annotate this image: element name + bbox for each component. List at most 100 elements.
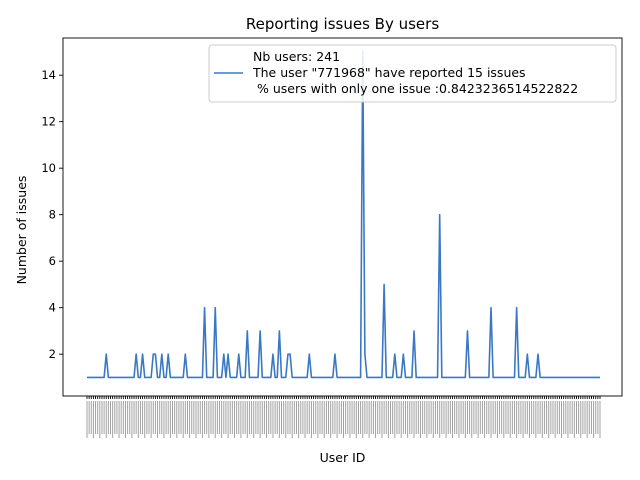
x-tick-label	[201, 401, 203, 438]
x-tick-label	[137, 401, 139, 438]
x-tick-label	[443, 401, 445, 434]
legend-line-top-user: The user "771968" have reported 15 issue…	[252, 65, 526, 80]
x-tick-label	[129, 401, 131, 434]
x-tick-label	[300, 401, 302, 434]
x-tick-label	[88, 401, 90, 434]
x-tick-label	[571, 401, 573, 434]
x-tick-label	[419, 401, 421, 438]
x-tick-label	[368, 401, 370, 438]
x-tick-label	[302, 401, 304, 434]
x-tick-label	[281, 401, 283, 434]
x-tick-label	[283, 401, 285, 434]
x-tick-label	[103, 401, 105, 434]
x-tick-label	[471, 401, 473, 438]
x-tick-label	[112, 401, 114, 438]
x-tick-label	[189, 401, 191, 438]
x-tick-label	[509, 401, 511, 438]
x-axis-label: User ID	[320, 450, 366, 465]
x-tick-label	[554, 401, 556, 438]
x-tick-label	[360, 401, 362, 434]
x-tick-label	[255, 401, 257, 434]
plot-frame	[62, 37, 623, 397]
x-tick-label	[548, 401, 550, 438]
x-tick-label	[240, 401, 242, 438]
x-tick-label	[270, 401, 272, 434]
x-tick-label	[464, 401, 466, 438]
x-tick-label	[417, 401, 419, 434]
x-tick-label	[531, 401, 533, 434]
x-tick-label	[520, 401, 522, 434]
x-tick-label	[475, 401, 477, 434]
x-tick-label	[95, 401, 97, 434]
x-tick-label	[462, 401, 464, 434]
x-tick-label	[124, 401, 126, 438]
x-tick-label	[486, 401, 488, 434]
x-tick-label	[97, 401, 99, 434]
x-tick-label	[306, 401, 308, 434]
x-tick-label	[409, 401, 411, 434]
x-tick-label	[210, 401, 212, 434]
x-tick-label	[227, 401, 229, 438]
x-tick-label	[569, 401, 571, 434]
x-tick-label	[552, 401, 554, 434]
x-tick-label	[289, 401, 291, 434]
y-tick-label: 6	[49, 254, 56, 268]
x-tick-label	[518, 401, 520, 434]
x-tick-label	[400, 401, 402, 438]
x-tick-label	[578, 401, 580, 434]
x-tick-label	[377, 401, 379, 434]
x-tick-label	[167, 401, 169, 434]
x-tick-label	[383, 401, 385, 434]
x-tick-label	[415, 401, 417, 434]
x-tick-label	[212, 401, 214, 434]
y-tick-label: 14	[41, 68, 56, 82]
x-tick-label	[558, 401, 560, 434]
x-tick-label	[150, 401, 152, 438]
x-tick-label	[541, 401, 543, 438]
x-tick-label	[253, 401, 255, 438]
x-tick-label	[257, 401, 259, 434]
x-tick-label	[169, 401, 171, 438]
x-tick-label	[321, 401, 323, 434]
x-tick-label	[199, 401, 201, 434]
x-tick-label	[135, 401, 137, 434]
x-tick-label	[422, 401, 424, 434]
x-tick-label	[492, 401, 494, 434]
x-tick-label	[317, 401, 319, 438]
x-tick-label	[479, 401, 481, 434]
x-tick-label	[387, 401, 389, 438]
x-tick-label	[165, 401, 167, 434]
x-tick-label	[372, 401, 374, 434]
x-tick-label	[133, 401, 135, 434]
x-tick-label	[195, 401, 197, 438]
x-tick-label	[466, 401, 468, 434]
x-tick-label	[261, 401, 263, 434]
x-tick-label	[206, 401, 208, 434]
x-tick-label	[122, 401, 124, 434]
x-tick-label	[349, 401, 351, 438]
x-tick-label	[186, 401, 188, 434]
x-tick-label	[546, 401, 548, 434]
x-tick-label	[214, 401, 216, 438]
x-tick-label	[539, 401, 541, 434]
series-line	[87, 51, 600, 379]
y-tick-label: 8	[49, 208, 56, 222]
x-tick-label	[328, 401, 330, 434]
y-tick-label: 4	[49, 301, 56, 315]
x-tick-label	[533, 401, 535, 434]
x-tick-label	[144, 401, 146, 438]
x-tick-label	[379, 401, 381, 434]
x-tick-label	[161, 401, 163, 434]
x-tick-label	[580, 401, 582, 438]
x-tick-label	[343, 401, 344, 438]
x-tick-label	[535, 401, 537, 438]
x-tick-label	[456, 401, 458, 434]
x-tick-label	[272, 401, 274, 438]
y-tick-label: 2	[49, 347, 56, 361]
x-tick-label	[597, 401, 599, 434]
x-tick-label	[424, 401, 426, 434]
x-tick-label	[565, 401, 567, 434]
x-tick-label	[584, 401, 586, 434]
x-tick-label	[208, 401, 210, 438]
